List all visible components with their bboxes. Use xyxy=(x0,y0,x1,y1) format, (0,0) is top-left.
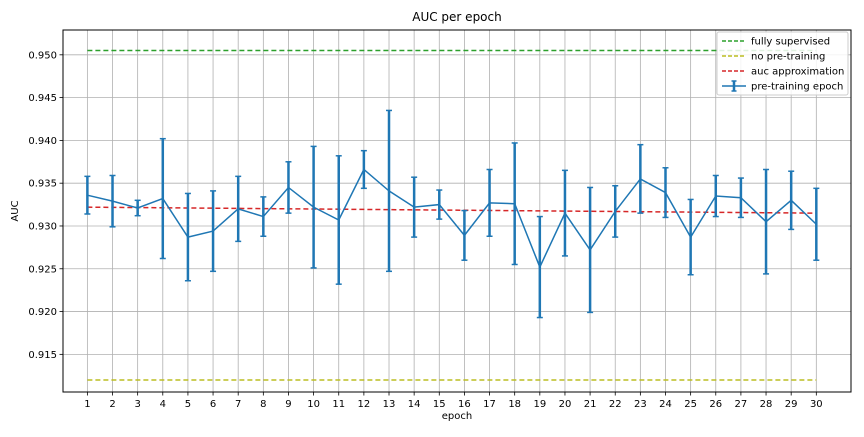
data-point xyxy=(739,196,742,199)
x-tick-label: 11 xyxy=(332,399,345,410)
y-tick-label: 0.950 xyxy=(28,50,57,61)
y-tick-label: 0.925 xyxy=(28,264,57,275)
series-line-pre-training-epoch xyxy=(87,168,817,269)
x-tick-label: 13 xyxy=(383,399,396,410)
x-tick-label: 3 xyxy=(134,399,140,410)
data-point xyxy=(513,202,516,205)
data-point xyxy=(161,197,164,200)
x-tick-label: 25 xyxy=(684,399,697,410)
data-point xyxy=(790,199,793,202)
data-point xyxy=(664,191,667,194)
data-point xyxy=(262,215,265,218)
data-point xyxy=(589,248,592,251)
x-tick-label: 28 xyxy=(760,399,773,410)
x-tick-label: 17 xyxy=(483,399,496,410)
x-tick-label: 14 xyxy=(408,399,421,410)
data-point xyxy=(639,177,642,180)
x-tick-label: 2 xyxy=(109,399,115,410)
data-point xyxy=(815,223,818,226)
plot-frame xyxy=(62,29,852,393)
x-tick-label: 5 xyxy=(185,399,191,410)
y-tick-label: 0.930 xyxy=(28,221,57,232)
data-point xyxy=(111,200,114,203)
legend-label-no-pre-training: no pre-training xyxy=(751,52,825,63)
data-point xyxy=(287,186,290,189)
x-tick-label: 6 xyxy=(210,399,216,410)
data-point xyxy=(488,201,491,204)
data-point xyxy=(438,203,441,206)
x-tick-label: 29 xyxy=(785,399,798,410)
x-tick-label: 30 xyxy=(810,399,823,410)
x-tick-label: 22 xyxy=(609,399,622,410)
data-point xyxy=(413,206,416,209)
x-tick-label: 10 xyxy=(307,399,320,410)
x-tick-label: 16 xyxy=(458,399,471,410)
y-axis-ticks: 0.915 0.920 0.925 0.930 0.935 0.940 0.945 0.950 xyxy=(28,50,63,361)
x-tick-label: 15 xyxy=(433,399,446,410)
data-point xyxy=(212,230,215,233)
x-tick-label: 9 xyxy=(285,399,291,410)
y-tick-label: 0.915 xyxy=(28,350,57,361)
x-tick-label: 21 xyxy=(584,399,597,410)
x-tick-label: 4 xyxy=(160,399,166,410)
x-tick-label: 7 xyxy=(235,399,241,410)
x-tick-label: 1 xyxy=(84,399,90,410)
x-axis-ticks: 1 2 3 4 5 6 7 8 9 10 11 12 13 14 15 16 17 18 19 20 21 22 23 24 2… xyxy=(84,392,823,410)
data-point xyxy=(312,206,315,209)
legend-box xyxy=(716,31,849,96)
legend: fully supervised no pre-training auc app… xyxy=(716,31,849,96)
data-point xyxy=(463,234,466,237)
data-point xyxy=(136,207,139,210)
y-tick-label: 0.940 xyxy=(28,136,57,147)
reference-lines xyxy=(87,49,817,381)
y-tick-label: 0.935 xyxy=(28,179,57,190)
data-point xyxy=(714,195,717,198)
x-tick-label: 26 xyxy=(709,399,722,410)
ref-line-auc-approximation xyxy=(87,206,817,214)
series-layer xyxy=(84,109,820,319)
data-point xyxy=(337,218,340,221)
y-tick-label: 0.945 xyxy=(28,93,57,104)
data-point xyxy=(765,220,768,223)
legend-label-auc-approximation: auc approximation xyxy=(751,67,844,78)
data-point xyxy=(388,189,391,192)
chart-title: AUC per epoch xyxy=(412,10,501,24)
data-point xyxy=(538,266,541,269)
x-tick-label: 24 xyxy=(659,399,672,410)
x-tick-label: 18 xyxy=(508,399,521,410)
x-tick-label: 20 xyxy=(559,399,572,410)
x-tick-label: 27 xyxy=(735,399,748,410)
y-tick-label: 0.920 xyxy=(28,307,57,318)
data-point xyxy=(186,236,189,239)
x-tick-label: 12 xyxy=(358,399,371,410)
data-point xyxy=(86,194,89,197)
data-point xyxy=(362,168,365,171)
x-axis-label: epoch xyxy=(442,411,472,422)
data-point xyxy=(237,207,240,210)
x-tick-label: 23 xyxy=(634,399,647,410)
data-point xyxy=(614,210,617,213)
data-point xyxy=(689,236,692,239)
data-point xyxy=(563,212,566,215)
legend-label-fully-supervised: fully supervised xyxy=(751,37,830,48)
x-tick-label: 19 xyxy=(533,399,546,410)
legend-swatch-pre-training-epoch xyxy=(722,80,746,92)
x-tick-label: 8 xyxy=(260,399,266,410)
y-axis-label: AUC xyxy=(10,200,21,221)
legend-label-pre-training-epoch: pre-training epoch xyxy=(751,82,843,93)
